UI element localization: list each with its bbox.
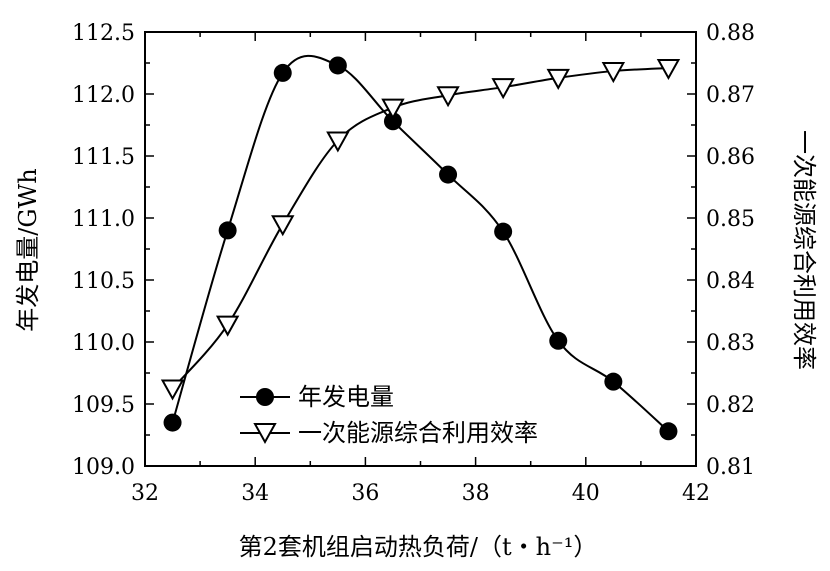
- y-right-tick-label: 0.87: [706, 83, 755, 108]
- legend-label-power: 年发电量: [298, 383, 394, 411]
- data-point-power: [604, 372, 623, 391]
- data-point-power: [659, 422, 678, 441]
- plot-frame: [144, 31, 697, 467]
- legend: 年发电量 一次能源综合利用效率: [240, 383, 538, 447]
- y-right-tick-label: 0.84: [706, 269, 755, 294]
- y-left-tick-label: 112.5: [72, 21, 135, 46]
- data-point-power: [273, 63, 292, 82]
- y-left-tick-label: 112.0: [72, 83, 135, 108]
- x-tick-label: 36: [351, 481, 379, 506]
- data-point-power: [383, 112, 402, 131]
- y-axis-right: 0.81 0.82 0.83 0.84 0.85 0.86 0.87 0.88: [687, 21, 755, 480]
- x-tick-label: 34: [241, 481, 269, 506]
- data-point-efficiency: [160, 379, 185, 401]
- data-point-efficiency: [326, 131, 350, 153]
- x-tick-label: 38: [462, 481, 490, 506]
- data-point-power: [163, 413, 182, 432]
- x-axis: 32 34 36 38 40 42: [131, 32, 710, 506]
- data-point-power: [439, 165, 458, 184]
- series-line-efficiency: [171, 66, 669, 390]
- plot-area: [144, 31, 697, 467]
- y-right-tick-label: 0.82: [706, 393, 755, 418]
- data-point-power: [549, 331, 568, 350]
- y-axis-left: 109.0 109.5 110.0 110.5 111.0 111.5 112.0 112.5: [72, 21, 154, 480]
- data-point-power: [328, 56, 347, 75]
- legend-label-efficiency: 一次能源综合利用效率: [298, 419, 538, 447]
- data-point-efficiency: [546, 68, 570, 90]
- y-right-tick-label: 0.83: [706, 331, 755, 356]
- data-point-power: [494, 222, 513, 241]
- data-point-efficiency: [215, 315, 240, 337]
- y-right-tick-label: 0.85: [706, 207, 755, 232]
- x-axis-title: 第2套机组启动热负荷/（t・h⁻¹）: [239, 533, 598, 561]
- series-layer: [160, 54, 681, 441]
- y-left-tick-label: 111.0: [72, 207, 135, 232]
- y-right-tick-label: 0.86: [706, 145, 755, 170]
- data-point-power: [218, 221, 237, 240]
- series-line-power: [171, 54, 670, 433]
- data-point-efficiency: [271, 215, 295, 237]
- data-point-efficiency: [656, 58, 681, 81]
- x-tick-label: 40: [572, 481, 600, 506]
- data-point-efficiency: [601, 62, 626, 84]
- data-point-efficiency: [491, 78, 515, 100]
- x-tick-label: 42: [682, 481, 710, 506]
- y-right-tick-label: 0.88: [706, 21, 755, 46]
- y-axis-left-title: 年发电量/GWh: [14, 168, 42, 331]
- y-left-tick-label: 109.5: [72, 393, 135, 418]
- y-left-tick-label: 110.0: [72, 331, 135, 356]
- y-left-tick-label: 110.5: [72, 269, 135, 294]
- x-tick-label: 32: [131, 481, 159, 506]
- legend-entry-efficiency: 一次能源综合利用效率: [240, 419, 538, 447]
- y-left-tick-label: 109.0: [72, 455, 135, 480]
- y-right-tick-label: 0.81: [706, 455, 755, 480]
- y-left-tick-label: 111.5: [72, 145, 135, 170]
- legend-entry-power: 年发电量: [240, 383, 394, 411]
- data-point-efficiency: [381, 98, 405, 120]
- data-point-efficiency: [436, 86, 460, 108]
- y-axis-right-title: 一次能源综合利用效率: [790, 130, 818, 370]
